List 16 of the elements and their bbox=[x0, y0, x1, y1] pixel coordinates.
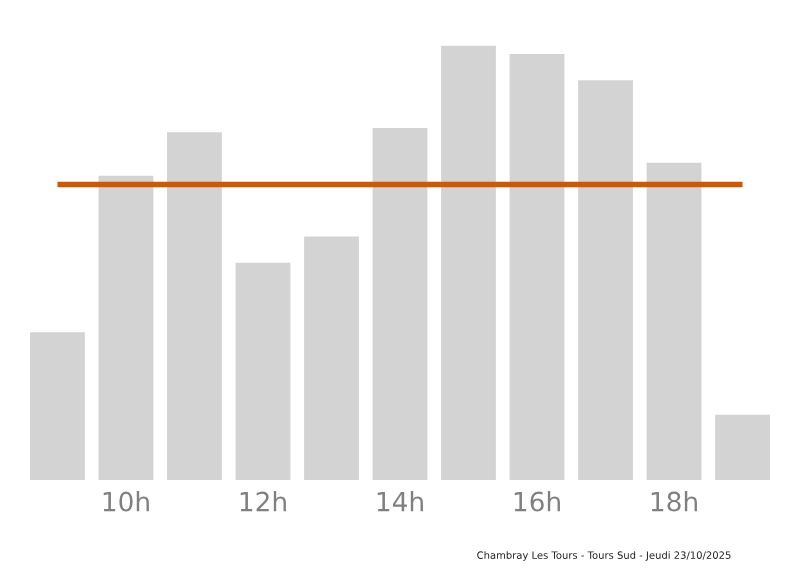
bar bbox=[98, 175, 154, 480]
x-tick-label: 12h bbox=[240, 491, 286, 512]
bar bbox=[441, 45, 496, 480]
bar bbox=[578, 80, 633, 480]
bar bbox=[646, 162, 702, 480]
bar bbox=[715, 414, 770, 480]
x-tick-label: 10h bbox=[103, 491, 149, 512]
bar bbox=[167, 132, 222, 480]
x-tick-label: 14h bbox=[377, 491, 423, 512]
bar bbox=[304, 236, 359, 480]
bar bbox=[509, 54, 565, 480]
x-tick-label: 18h bbox=[651, 491, 697, 512]
x-tick-label: 16h bbox=[514, 491, 560, 512]
bar bbox=[30, 332, 85, 480]
bar bbox=[372, 127, 428, 480]
bar bbox=[235, 262, 291, 480]
